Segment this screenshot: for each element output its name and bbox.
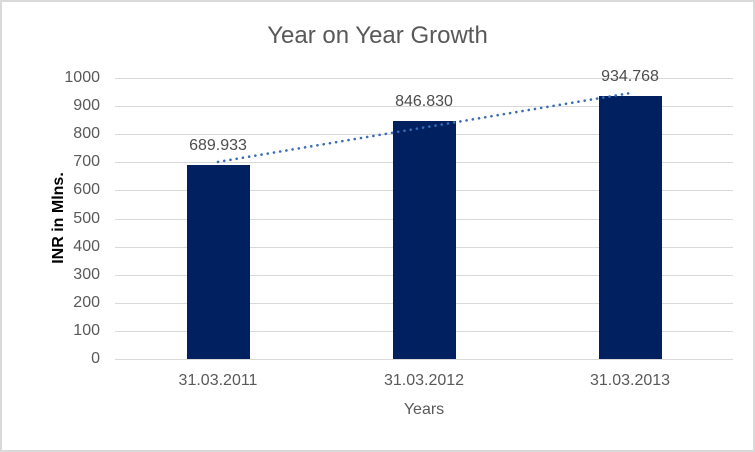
bar [392, 121, 456, 359]
plot-area [115, 78, 733, 360]
y-tick-label: 200 [73, 293, 100, 311]
y-tick-label: 900 [73, 97, 100, 115]
gridline [115, 78, 733, 79]
x-tick-label: 31.03.2011 [178, 372, 258, 389]
y-tick-label: 800 [73, 125, 100, 143]
y-tick-label: 500 [73, 209, 100, 227]
trendline [216, 91, 632, 164]
gridline [115, 106, 733, 108]
y-tick-label: 100 [73, 321, 100, 339]
bar [598, 96, 662, 359]
y-tick-label: 700 [73, 153, 100, 171]
bar-value-label: 846.830 [395, 93, 453, 111]
gridline [115, 359, 733, 360]
chart-title: Year on Year Growth [267, 22, 488, 49]
y-tick-label: 1000 [64, 69, 100, 86]
bar-value-label: 689.933 [189, 137, 247, 155]
bar-value-label: 934.768 [601, 68, 659, 86]
x-axis-title: Years [403, 401, 445, 418]
x-tick-label: 31.03.2013 [589, 372, 671, 389]
trendline-path [216, 91, 632, 164]
y-tick-label: 300 [73, 265, 100, 283]
y-tick-label: 400 [73, 237, 100, 255]
x-tick-label: 31.03.2012 [383, 372, 465, 389]
y-tick-label: 600 [73, 181, 100, 199]
y-tick-label: 0 [91, 350, 100, 367]
bar [186, 165, 250, 359]
